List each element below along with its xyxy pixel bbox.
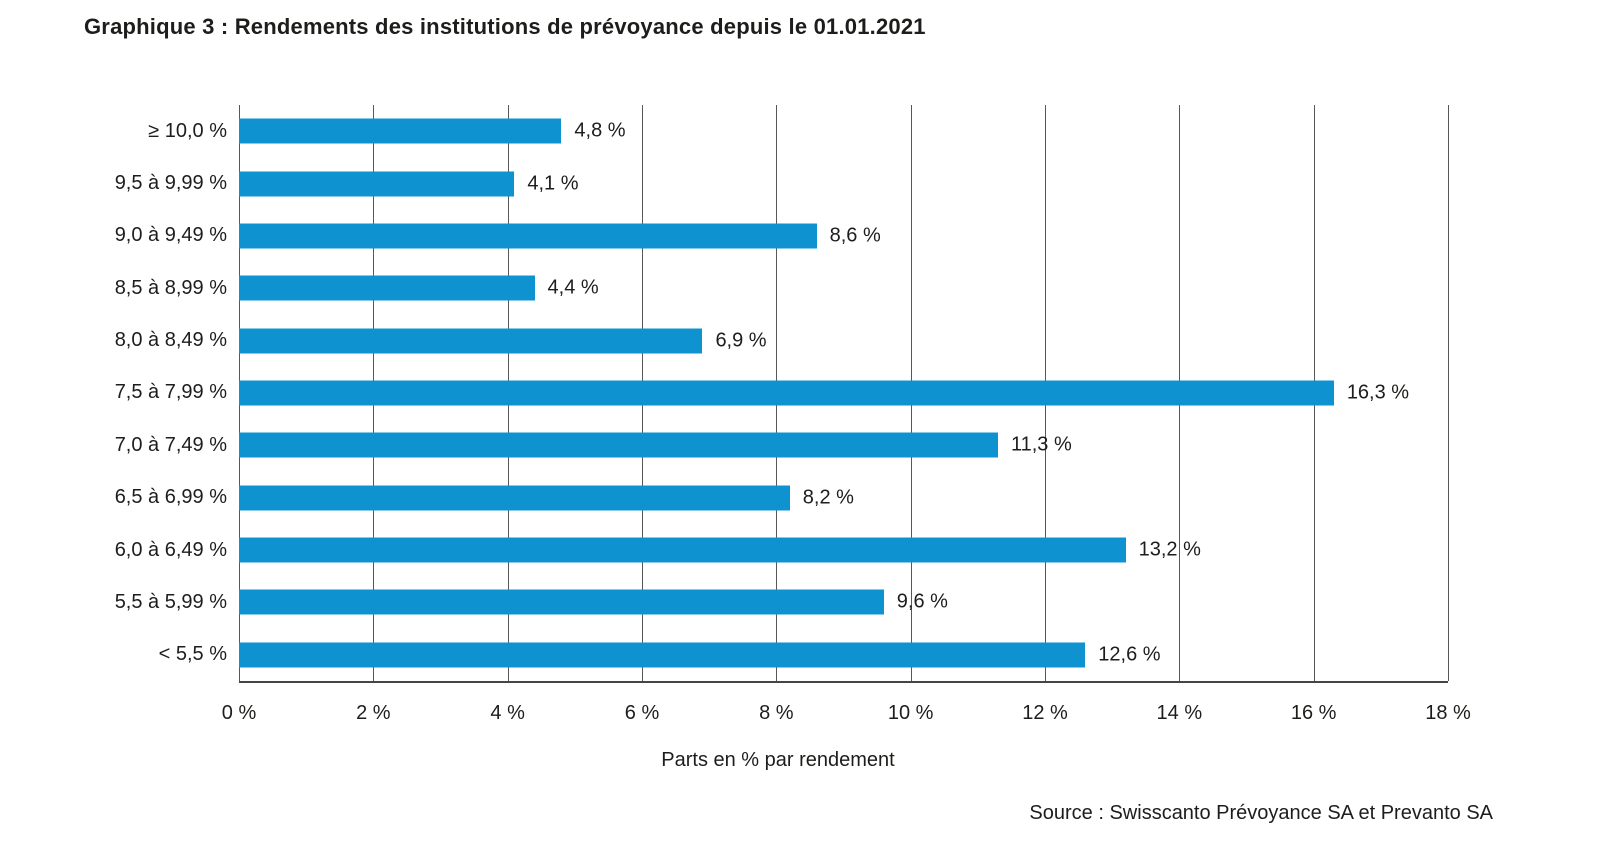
bar-row: 8,6 % <box>239 210 1448 262</box>
x-tick-label: 18 % <box>1425 702 1471 724</box>
bar-value-label: 4,8 % <box>574 119 626 142</box>
y-axis-labels: ≥ 10,0 % 9,5 à 9,99 % 9,0 à 9,49 % 8,5 à 8,… <box>0 105 227 681</box>
x-tick-label: 12 % <box>1022 702 1068 724</box>
bar <box>239 275 535 301</box>
bar-value-label: 4,1 % <box>527 172 579 195</box>
bar <box>239 537 1126 563</box>
bar-row: 9,6 % <box>239 576 1448 628</box>
bar-value-label: 8,6 % <box>829 224 881 247</box>
bar-row: 6,9 % <box>239 314 1448 366</box>
y-axis-label: 6,5 à 6,99 % <box>114 486 227 509</box>
bar <box>239 589 884 615</box>
source-note: Source : Swisscanto Prévoyance SA et Pre… <box>1029 802 1493 824</box>
x-tick-label: 4 % <box>490 702 525 724</box>
bar-value-label: 11,3 % <box>1010 433 1072 456</box>
y-axis-label: ≥ 10,0 % <box>148 119 227 142</box>
bar-value-label: 6,9 % <box>715 329 767 352</box>
x-axis-title: Parts en % par rendement <box>661 749 895 771</box>
y-axis-label: 6,0 à 6,49 % <box>114 538 227 561</box>
plot-area: 4,8 % 4,1 % 8,6 % 4,4 % 6,9 % 16,3 % 11,3 % 8,2… <box>239 105 1449 683</box>
x-axis-tick-labels: 0 % 2 % 4 % 6 % 8 % 10 % 12 % 14 % 16 % 18 % <box>222 702 1471 732</box>
bar <box>239 642 1086 668</box>
y-axis-label: 7,0 à 7,49 % <box>114 433 227 456</box>
x-tick-label: 2 % <box>356 702 391 724</box>
y-axis-label: 9,0 à 9,49 % <box>114 224 227 247</box>
bar-row: 13,2 % <box>239 524 1448 576</box>
bar-row: 16,3 % <box>239 367 1448 419</box>
bar-row: 8,2 % <box>239 472 1448 524</box>
bar-row: 4,1 % <box>239 157 1448 209</box>
x-tick-label: 0 % <box>221 702 257 724</box>
bar-value-label: 4,4 % <box>547 276 599 299</box>
bar-row: 12,6 % <box>239 629 1448 681</box>
x-tick-label: 16 % <box>1290 702 1337 724</box>
x-tick-label: 6 % <box>624 702 660 724</box>
bar-value-label: 12,6 % <box>1098 643 1161 666</box>
y-axis-label: < 5,5 % <box>158 643 227 666</box>
bar <box>239 328 703 354</box>
bar-row: 11,3 % <box>239 419 1448 471</box>
y-axis-label: 8,5 à 8,99 % <box>114 276 227 299</box>
bar <box>239 171 515 197</box>
bar <box>239 485 790 511</box>
y-axis-label: 9,5 à 9,99 % <box>114 172 227 195</box>
bar <box>239 118 562 144</box>
x-tick-label: 8 % <box>759 702 794 724</box>
bar-value-label: 13,2 % <box>1138 538 1201 561</box>
y-axis-label: 7,5 à 7,99 % <box>114 381 227 404</box>
bar-value-label: 16,3 % <box>1346 381 1410 404</box>
x-tick-label: 14 % <box>1156 702 1203 724</box>
bar-value-label: 9,6 % <box>896 590 948 613</box>
bar-row: 4,8 % <box>239 105 1448 157</box>
y-axis-label: 8,0 à 8,49 % <box>114 329 227 352</box>
chart-title: Graphique 3 : Rendements des institution… <box>84 14 926 39</box>
bar <box>239 432 998 458</box>
bar-value-label: 8,2 % <box>802 486 854 509</box>
bar <box>239 223 817 249</box>
y-axis-label: 5,5 à 5,99 % <box>114 590 227 613</box>
x-tick-label: 10 % <box>887 702 934 724</box>
vertical-gridline <box>1448 105 1449 681</box>
bar-row: 4,4 % <box>239 262 1448 314</box>
bar <box>239 380 1334 406</box>
